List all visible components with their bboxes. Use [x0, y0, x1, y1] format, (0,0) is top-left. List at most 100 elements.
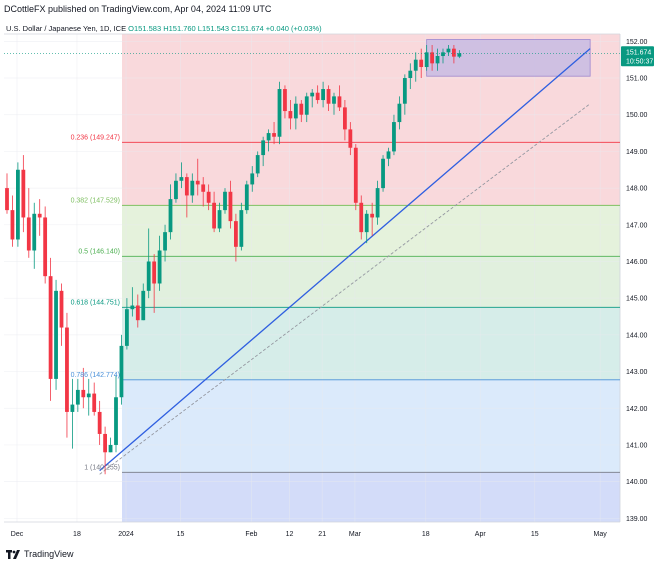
candle-body [261, 140, 266, 156]
candle [146, 228, 151, 299]
symbol-name[interactable]: U.S. Dollar / Japanese Yen, 1D, ICE [6, 24, 127, 33]
candle [184, 173, 189, 218]
candle [26, 188, 31, 258]
candle [343, 100, 347, 141]
candle-body [54, 290, 58, 379]
fib-zone-bottom [122, 472, 620, 522]
candle-body [332, 96, 336, 104]
candle-body [86, 393, 91, 398]
candle [114, 375, 118, 453]
candle [141, 283, 146, 321]
candle-body [97, 411, 102, 434]
candle-body [288, 111, 293, 119]
fib-zone-0.618 [122, 307, 620, 380]
candle [397, 96, 402, 130]
price-tick-label: 150.00 [626, 112, 648, 119]
candle-body [65, 327, 69, 412]
time-axis[interactable]: Dec 18 2024 15 Feb 12 21 Mar 18 Apr 15 May [11, 531, 607, 538]
last-price-tag-bg [621, 46, 654, 67]
candle-body [157, 250, 162, 284]
candle-body [370, 213, 375, 218]
candle [364, 210, 369, 244]
candle [65, 312, 69, 438]
publisher-line: DCottleFX published on TradingView.com, … [4, 4, 272, 14]
candle-body [381, 158, 385, 189]
candle [234, 213, 238, 262]
candle-body [375, 188, 380, 218]
candle-body [397, 103, 402, 123]
candle [81, 367, 86, 409]
candle-body [234, 221, 238, 247]
candle [103, 426, 107, 475]
candle [413, 52, 418, 82]
fib-labels: 0.236 (149.247) 0.382 (147.529) 0.5 (146.1… [71, 134, 120, 471]
price-tick-label: 145.00 [626, 296, 648, 303]
candle [32, 202, 37, 269]
candle [119, 334, 124, 405]
candle-body [364, 213, 369, 233]
candle [332, 92, 336, 115]
time-tick-label: 2024 [118, 531, 134, 538]
time-tick-label: 15 [531, 531, 539, 538]
candle [59, 283, 64, 346]
candle-body [457, 53, 462, 57]
candle [239, 202, 244, 251]
candle-body [272, 133, 276, 137]
candle [108, 437, 113, 453]
candle-body [435, 56, 440, 64]
last-price-value: 151.674 [626, 49, 651, 56]
price-tick-label: 146.00 [626, 259, 648, 266]
candle-body [452, 48, 456, 57]
candle [375, 180, 380, 225]
candle [266, 129, 271, 152]
candle-body [119, 345, 124, 398]
candle-body [413, 59, 418, 71]
candle-body [48, 276, 53, 379]
candle-body [386, 151, 391, 159]
candle-body [337, 96, 342, 108]
candle-body [125, 309, 129, 346]
candle [228, 180, 233, 229]
trend-lines[interactable] [99, 48, 591, 475]
candle-body [26, 217, 31, 251]
candle-body [108, 444, 113, 453]
time-tick-label: 21 [318, 531, 326, 538]
price-tick-label: 142.00 [626, 406, 648, 413]
candle [392, 114, 396, 156]
candle [402, 74, 407, 115]
candle [255, 151, 260, 178]
time-tick-label: Feb [245, 531, 257, 538]
candle [381, 155, 385, 192]
price-axis[interactable]: 152.00 151.00 150.00 149.00 148.00 147.00 146.… [626, 39, 648, 523]
candle-body [293, 103, 298, 119]
candle [54, 279, 58, 390]
time-tick-label: May [594, 531, 608, 538]
candle-body [5, 188, 9, 211]
candle [348, 122, 353, 156]
price-tick-label: 149.00 [626, 149, 648, 156]
price-tick-label: 152.00 [626, 39, 648, 46]
candle-body [103, 433, 107, 453]
candle-body [359, 202, 364, 233]
candle [21, 155, 26, 233]
price-tick-label: 151.00 [626, 76, 648, 83]
uptrend-line [99, 48, 591, 472]
candle-body [146, 261, 151, 291]
candle-body [75, 389, 80, 405]
candle-body [174, 180, 178, 200]
candle-body [32, 213, 37, 251]
candle [250, 166, 255, 192]
candle [326, 85, 331, 112]
candle [179, 162, 184, 189]
fib-zones [122, 34, 620, 522]
candle-body [10, 210, 15, 240]
candle-body [179, 177, 184, 181]
time-tick-label: Mar [349, 531, 362, 538]
price-tick-label: 141.00 [626, 442, 648, 449]
range-box[interactable] [426, 39, 591, 77]
symbol-ohlc-line: U.S. Dollar / Japanese Yen, 1D, ICE O151… [6, 24, 322, 33]
candle-body [441, 52, 445, 57]
candle [130, 287, 135, 317]
time-tick-label: 18 [422, 531, 430, 538]
